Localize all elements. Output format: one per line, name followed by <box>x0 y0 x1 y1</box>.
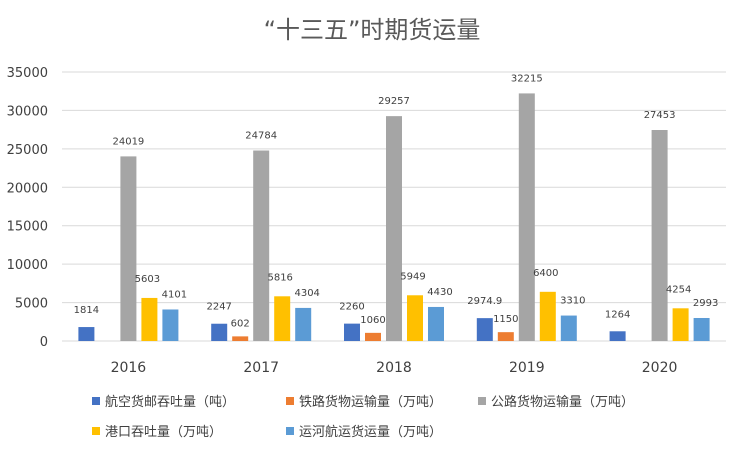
data-label: 1150 <box>493 314 518 325</box>
bar-2017-series-0 <box>211 323 228 341</box>
y-axis-ticks: 0 5000 10000 15000 20000 25000 30000 35000 <box>7 66 48 350</box>
bar-2019-series-0 <box>476 318 493 341</box>
bar-2020-series-2 <box>651 130 668 341</box>
bar-2019-series-2 <box>518 93 535 341</box>
y-tick-label: 5000 <box>15 297 48 312</box>
y-tick-label: 15000 <box>7 220 48 235</box>
legend-label: 铁路货物运输量（万吨） <box>299 394 442 410</box>
legend-label: 公路货物运输量（万吨） <box>491 394 634 410</box>
legend-swatch-2 <box>478 397 486 405</box>
data-label: 5949 <box>400 271 425 282</box>
bar-2016-series-2 <box>120 156 137 341</box>
x-axis-categories: 2016 2017 2018 2019 2020 <box>111 360 678 376</box>
bar-2020-series-3 <box>672 308 689 341</box>
bar-2018-series-0 <box>344 323 360 341</box>
data-label: 24784 <box>245 131 277 142</box>
chart-title: “十三五”时期货运量 <box>264 16 481 44</box>
bar-2016-series-3 <box>141 297 158 341</box>
y-tick-label: 10000 <box>7 258 48 273</box>
legend-swatch-3 <box>92 427 100 435</box>
data-label: 2993 <box>693 298 718 309</box>
bar-2019-series-1 <box>497 332 514 341</box>
data-label: 29257 <box>378 96 410 107</box>
bar-2017-series-1 <box>232 336 249 341</box>
y-tick-label: 30000 <box>7 104 48 119</box>
y-tick-label: 25000 <box>7 143 48 158</box>
data-label: 5603 <box>135 274 160 285</box>
legend-swatch-1 <box>286 397 294 405</box>
bar-2016-series-4 <box>162 309 179 341</box>
legend-label: 运河航运货运量（万吨） <box>299 424 442 440</box>
legend-swatch-0 <box>92 397 100 405</box>
legend: 航空货邮吞吐量（吨） 铁路货物运输量（万吨） 公路货物运输量（万吨） 港口吞吐量（万吨… <box>92 394 634 440</box>
data-label: 2974.9 <box>467 296 502 307</box>
data-label: 1814 <box>74 305 99 316</box>
x-category-label: 2020 <box>642 360 678 376</box>
data-label: 27453 <box>644 110 676 121</box>
legend-label: 港口吞吐量（万吨） <box>105 425 222 440</box>
data-label: 602 <box>231 318 250 329</box>
x-category-label: 2016 <box>111 360 147 376</box>
bar-2017-series-4 <box>295 307 312 341</box>
bar-2017-series-2 <box>253 150 270 341</box>
x-category-label: 2017 <box>243 360 279 376</box>
data-label: 5816 <box>267 272 292 283</box>
data-label: 1264 <box>605 309 630 320</box>
x-category-label: 2018 <box>376 360 412 376</box>
bar-2018-series-3 <box>407 295 423 341</box>
y-tick-label: 0 <box>40 335 48 350</box>
data-label: 2260 <box>339 302 364 313</box>
data-label: 24019 <box>112 136 144 147</box>
data-label: 4254 <box>666 284 691 295</box>
bar-2020-series-4 <box>693 317 710 341</box>
bar-2019-series-3 <box>539 291 556 341</box>
data-label: 4101 <box>162 289 187 300</box>
data-label: 4304 <box>294 288 319 299</box>
data-label: 4430 <box>427 287 452 298</box>
y-tick-label: 20000 <box>7 181 48 196</box>
bar-2018-series-4 <box>428 306 444 341</box>
bars <box>78 93 710 341</box>
bar-2020-series-0 <box>609 331 626 341</box>
x-category-label: 2019 <box>509 360 545 376</box>
legend-label: 航空货邮吞吐量（吨） <box>105 394 235 410</box>
bar-2017-series-3 <box>274 296 291 341</box>
data-label: 2247 <box>206 302 231 313</box>
y-tick-label: 35000 <box>7 66 48 81</box>
bar-2019-series-4 <box>560 315 577 341</box>
bar-2018-series-1 <box>365 332 381 341</box>
legend-swatch-4 <box>286 427 294 435</box>
bar-2018-series-2 <box>386 116 402 341</box>
bar-2016-series-0 <box>78 327 95 341</box>
data-label: 1060 <box>360 315 385 326</box>
data-label: 6400 <box>533 268 558 279</box>
data-label: 3310 <box>560 296 585 307</box>
data-label: 32215 <box>511 73 543 84</box>
